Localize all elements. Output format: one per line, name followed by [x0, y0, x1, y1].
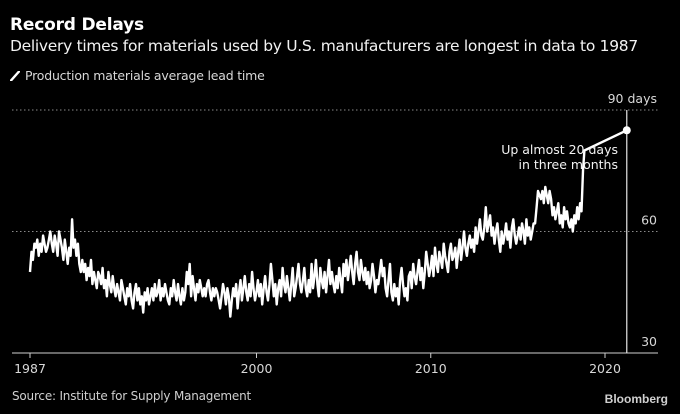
- y-axis-labels: 30 60 90 days: [608, 91, 657, 349]
- legend-line-icon: [10, 70, 20, 81]
- y-tick-label-30: 30: [641, 334, 657, 349]
- legend: Production materials average lead time: [10, 68, 265, 83]
- x-tick-label-2010: 2010: [415, 361, 447, 376]
- source-note: Source: Institute for Supply Management: [12, 389, 251, 403]
- annotation-point: [622, 126, 631, 135]
- series-line-lead-time: [28, 129, 628, 318]
- x-tick-label-1987: 1987: [14, 361, 46, 376]
- x-tick-label-2000: 2000: [241, 361, 273, 376]
- chart-title: Record Delays: [10, 15, 144, 35]
- annotation-text-line-1: Up almost 20 days: [501, 142, 618, 157]
- chart-subtitle: Delivery times for materials used by U.S…: [10, 37, 638, 55]
- bloomberg-logo: Bloomberg: [604, 392, 668, 406]
- x-axis: 1987 2000 2010 2020: [12, 352, 658, 376]
- series-layer: [28, 129, 628, 318]
- y-tick-label-60: 60: [641, 213, 657, 228]
- legend-label: Production materials average lead time: [25, 68, 265, 83]
- y-tick-label-90: 90 days: [608, 91, 657, 106]
- x-tick-label-2020: 2020: [589, 361, 621, 376]
- annotation-text-line-2: in three months: [519, 157, 619, 172]
